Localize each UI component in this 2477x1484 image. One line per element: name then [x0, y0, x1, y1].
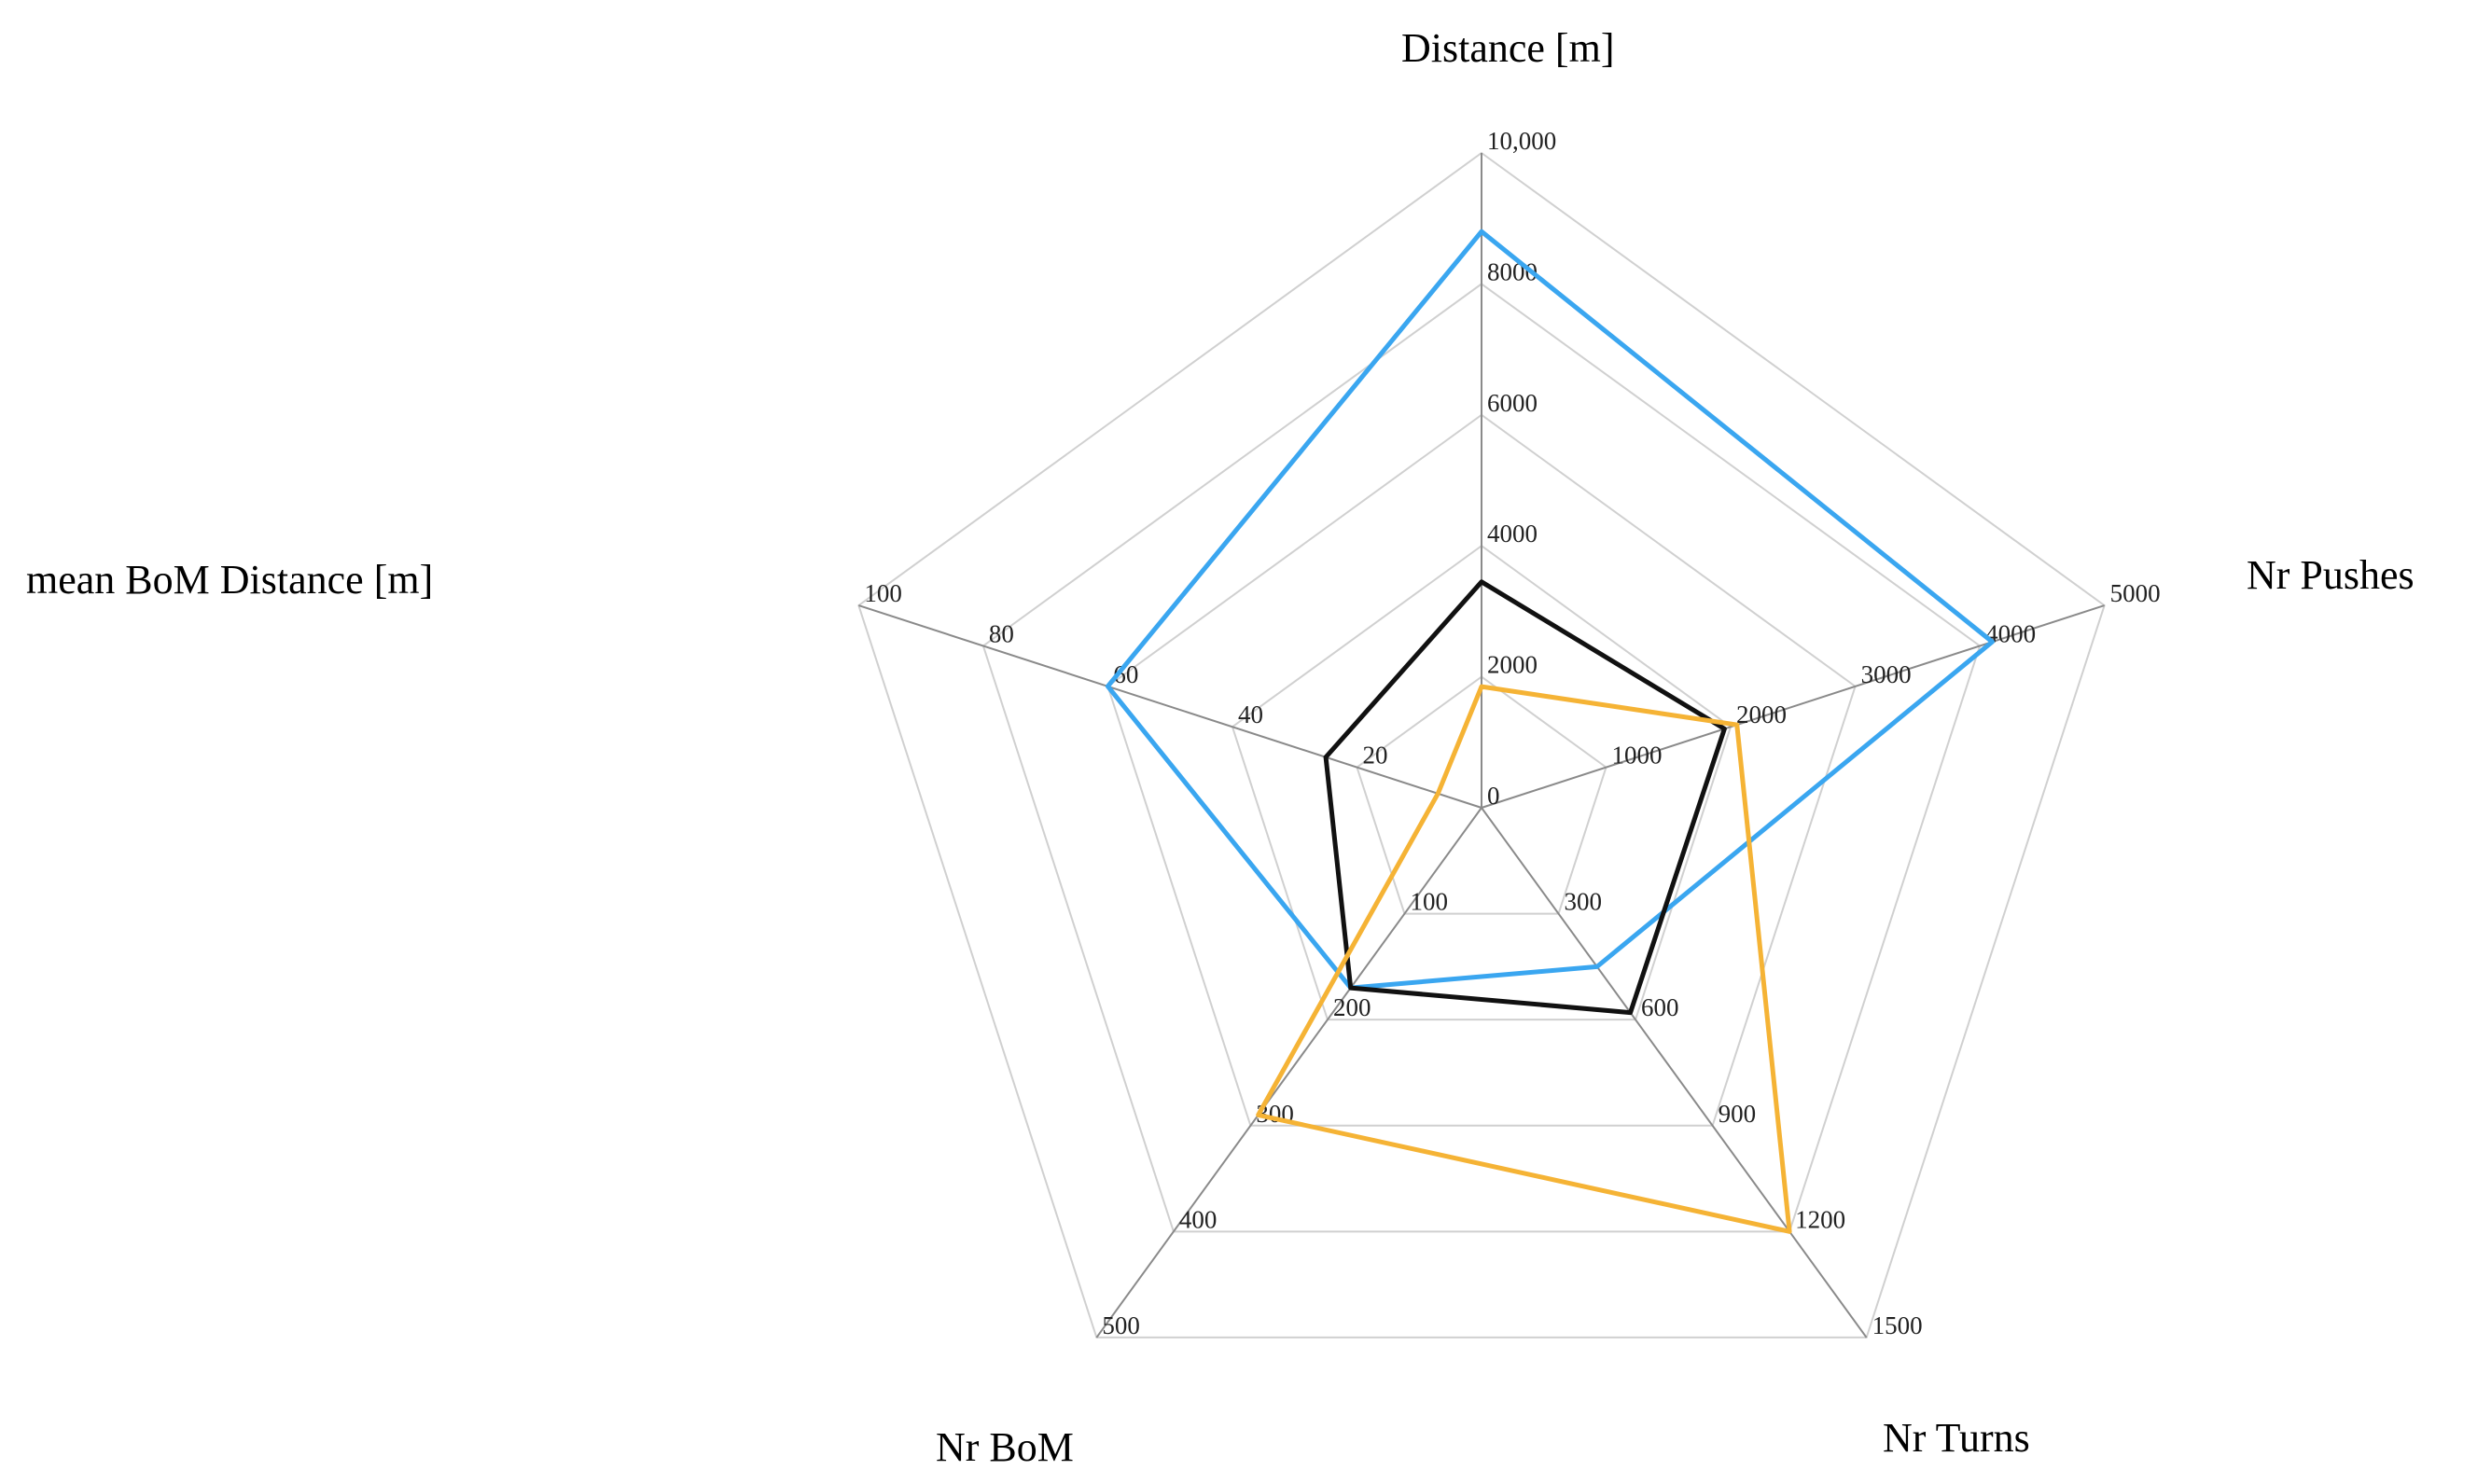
series-line-1 [1105, 229, 1995, 991]
tick-label: 1000 [1612, 742, 1663, 770]
tick-label: 400 [1179, 1205, 1218, 1233]
tick-label: 900 [1719, 1100, 1757, 1128]
axis-title-5: mean BoM Distance [m] [26, 557, 433, 603]
grid-ring-1 [1356, 675, 1607, 915]
tick-label: 300 [1565, 888, 1603, 916]
tick-label: 1200 [1795, 1205, 1845, 1233]
tick-label: 2000 [1487, 651, 1538, 679]
tick-label: 2000 [1736, 700, 1787, 728]
tick-label: 100 [864, 579, 902, 607]
radar-tick-labels: 0200040006000800010,00010002000300040005… [864, 127, 2160, 1339]
radar-gridlines [857, 151, 2106, 1338]
tick-label: 1500 [1872, 1311, 1923, 1339]
axis-line-3 [1481, 807, 1868, 1338]
grid-ring-2 [1231, 544, 1733, 1021]
tick-label: 80 [989, 619, 1014, 647]
grid-ring-5 [857, 151, 2106, 1338]
tick-label: 200 [1333, 993, 1371, 1021]
tick-label: 500 [1102, 1311, 1140, 1339]
axis-title-2: Nr Pushes [2247, 552, 2414, 598]
axis-line-4 [1095, 807, 1482, 1338]
grid-ring-3 [1106, 413, 1857, 1127]
radar-series [1105, 229, 1995, 1234]
axis-title-3: Nr Turns [1883, 1415, 2030, 1461]
tick-label: 0 [1487, 782, 1500, 810]
grid-ring-4 [981, 283, 1982, 1233]
radar-axis-titles: Distance [m] Nr Pushes Nr Turns Nr BoM mean … [26, 25, 2414, 1470]
tick-label: 3000 [1861, 660, 1912, 688]
axis-title-1: Distance [m] [1401, 25, 1614, 71]
tick-label: 6000 [1487, 389, 1538, 417]
axis-title-4: Nr BoM [936, 1424, 1074, 1470]
tick-label: 10,000 [1487, 127, 1556, 155]
tick-label: 100 [1410, 888, 1448, 916]
series-line-2 [1323, 579, 1727, 1016]
tick-label: 20 [1362, 742, 1387, 770]
radar-axes [858, 153, 2105, 1338]
tick-label: 600 [1641, 993, 1679, 1021]
tick-label: 40 [1238, 700, 1263, 728]
series-line-3 [1256, 684, 1792, 1234]
tick-label: 4000 [1487, 520, 1538, 548]
axis-line-5 [858, 604, 1482, 809]
tick-label: 5000 [2110, 579, 2161, 607]
axis-line-2 [1481, 604, 2105, 809]
